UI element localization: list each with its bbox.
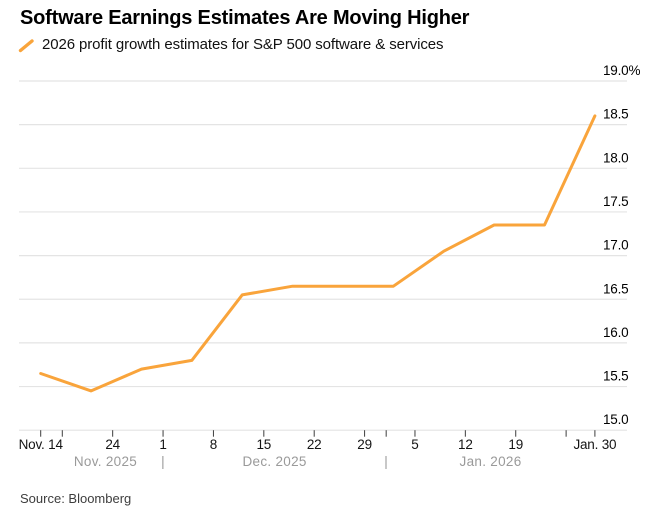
legend-line-icon [18,38,34,52]
x-axis-label: 12 [458,437,473,452]
y-axis-label: 16.5 [603,281,628,296]
legend-label: 2026 profit growth estimates for S&P 500… [42,36,444,53]
month-label: Dec. 2025 [242,454,306,469]
y-axis-label: 15.5 [603,369,628,384]
y-axis-label: 17.5 [603,194,628,209]
source-note: Source: Bloomberg [20,491,132,506]
month-label: Jan. 2026 [460,454,522,469]
y-axis-label: 18.0 [603,150,628,165]
month-separator: | [384,454,388,469]
y-axis-label: 15.0 [603,412,628,427]
x-axis-label: 22 [307,437,322,452]
x-axis-label: 1 [159,437,166,452]
y-axis-label: 16.0 [603,325,628,340]
month-label: Nov. 2025 [74,454,137,469]
y-axis-label: 19.0% [603,63,640,78]
y-axis-label: 17.0 [603,238,628,253]
line-chart: 19.0% 18.5 18.0 17.5 17.0 16.5 16.0 15.5 15.0 Nov… [19,63,641,469]
x-axis-label: Nov. 14 [19,437,64,452]
x-axis-label: Jan. 30 [573,437,616,452]
y-axis-label: 18.5 [603,107,628,122]
x-axis-label: 15 [257,437,272,452]
x-axis-label: 19 [508,437,523,452]
x-axis-label: 8 [210,437,217,452]
series-line [39,114,597,393]
x-axis-label: 24 [105,437,120,452]
x-axis-label: 29 [357,437,372,452]
chart-legend: 2026 profit growth estimates for S&P 500… [18,36,444,53]
x-axis-label: 5 [411,437,418,452]
page-title: Software Earnings Estimates Are Moving H… [20,7,470,29]
month-separator: | [161,454,165,469]
